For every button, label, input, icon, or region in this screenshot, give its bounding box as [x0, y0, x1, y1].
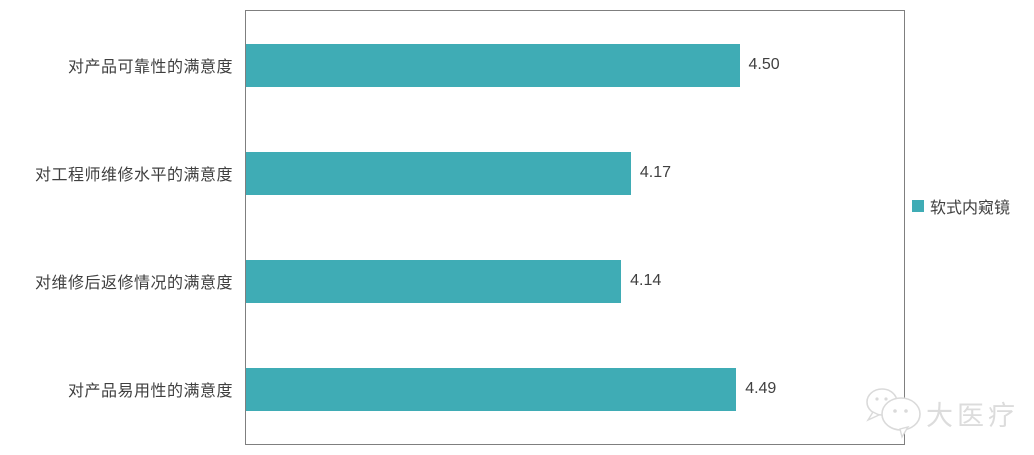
- value-label: 4.50: [748, 56, 780, 73]
- bar: [246, 259, 622, 303]
- chart-rows: 对产品可靠性的满意度 4.50 对工程师维修水平的满意度 4.17 对维修后返修…: [0, 11, 1034, 443]
- watermark: 大医疗: [860, 382, 1019, 445]
- legend-label: 软式内窥镜: [930, 200, 1011, 217]
- category-label: 对产品可靠性的满意度: [67, 59, 233, 76]
- bar: [246, 43, 740, 87]
- bar: [246, 367, 737, 411]
- chart-row: 对工程师维修水平的满意度 4.17: [0, 119, 1034, 227]
- chart-row: 对产品易用性的满意度 4.49: [0, 335, 1034, 443]
- legend: 软式内窥镜: [912, 194, 1010, 218]
- category-label: 对产品易用性的满意度: [67, 383, 233, 400]
- legend-marker-icon: [912, 200, 924, 212]
- value-label: 4.14: [630, 272, 662, 289]
- value-label: 4.17: [639, 164, 672, 181]
- watermark-text: 大医疗: [926, 401, 1019, 431]
- chart-row: 对维修后返修情况的满意度 4.14: [0, 227, 1034, 335]
- chart-row: 对产品可靠性的满意度 4.50: [0, 11, 1034, 119]
- category-label: 对维修后返修情况的满意度: [34, 275, 233, 292]
- chat-bubbles-icon: [860, 382, 922, 445]
- value-label: 4.49: [745, 380, 777, 397]
- category-label: 对工程师维修水平的满意度: [34, 167, 233, 184]
- bar: [246, 151, 631, 195]
